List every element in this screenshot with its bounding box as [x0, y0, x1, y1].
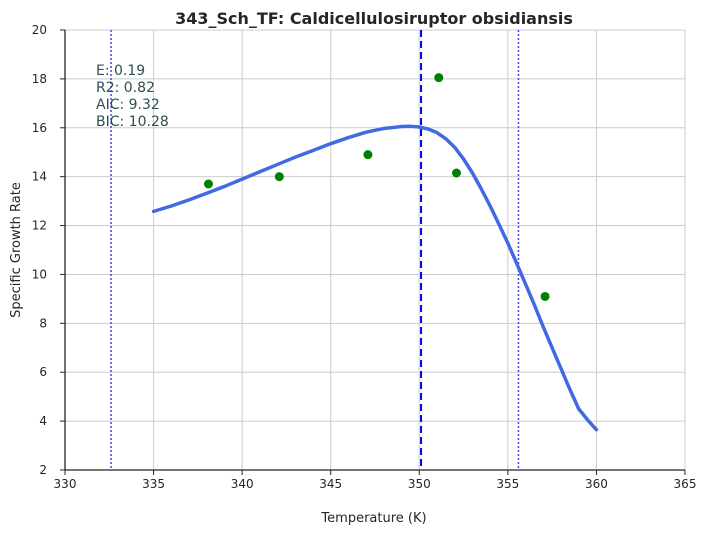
- y-tick-label: 4: [39, 414, 47, 428]
- stat-line: E: 0.19: [96, 63, 145, 79]
- x-tick-label: 355: [496, 477, 519, 491]
- x-tick-label: 360: [585, 477, 608, 491]
- x-tick-label: 340: [231, 477, 254, 491]
- data-point: [540, 291, 550, 301]
- x-axis-label: Temperature (K): [320, 511, 426, 526]
- y-tick-label: 2: [39, 463, 47, 477]
- y-tick-label: 8: [39, 316, 47, 330]
- y-tick-label: 6: [39, 365, 47, 379]
- fit-curve-group: [151, 124, 599, 432]
- reference-lines: [110, 30, 520, 470]
- data-point: [363, 150, 373, 160]
- x-tick-label: 350: [408, 477, 431, 491]
- y-tick-label: 14: [32, 170, 47, 184]
- tick-labels: 330 335 340 345 350 355 360 365 2 4 6 8 10 12 14 16 18 20: [32, 23, 697, 491]
- y-tick-label: 10: [32, 267, 47, 281]
- axes: [60, 29, 686, 475]
- y-axis-label: Specific Growth Rate: [9, 182, 24, 318]
- fit-curve: [151, 124, 599, 432]
- stat-line: BIC: 10.28: [96, 114, 169, 130]
- y-tick-label: 16: [32, 121, 47, 135]
- stat-line: AIC: 9.32: [96, 97, 160, 113]
- chart-title: 343_Sch_TF: Caldicellulosiruptor obsidia…: [175, 9, 573, 28]
- data-points: [203, 73, 550, 301]
- y-tick-label: 20: [32, 23, 47, 37]
- x-tick-label: 345: [319, 477, 342, 491]
- x-tick-label: 335: [142, 477, 165, 491]
- data-point: [434, 73, 444, 83]
- data-point: [274, 172, 284, 182]
- x-tick-label: 330: [54, 477, 77, 491]
- data-point: [451, 168, 461, 178]
- data-point: [203, 179, 213, 189]
- y-tick-label: 12: [32, 219, 47, 233]
- y-tick-label: 18: [32, 72, 47, 86]
- stat-line: R2: 0.82: [96, 80, 155, 96]
- x-tick-label: 365: [674, 477, 697, 491]
